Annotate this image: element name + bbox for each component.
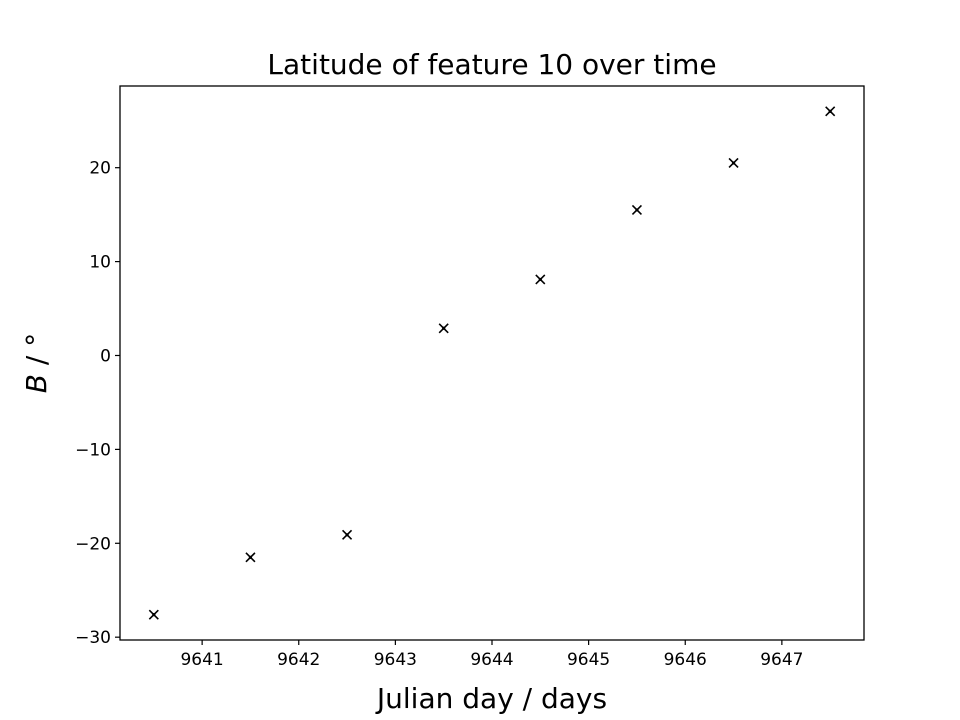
chart-title: Latitude of feature 10 over time [267, 48, 716, 81]
x-tick-label: 9643 [374, 650, 417, 670]
y-tick-label: 0 [100, 346, 111, 366]
y-tick-label: −20 [75, 534, 111, 554]
x-tick-label: 9647 [760, 650, 803, 670]
x-tick-label: 9641 [180, 650, 223, 670]
data-point [245, 552, 256, 563]
data-point [631, 204, 643, 216]
y-tick-label: −30 [75, 628, 111, 648]
data-point [825, 106, 836, 117]
x-axis-label: Julian day / days [375, 682, 607, 715]
x-axis-ticks: 9641 9642 9643 9644 9645 9646 9647 [180, 640, 804, 670]
x-tick-label: 9642 [277, 650, 320, 670]
plot-frame [119, 85, 865, 641]
data-point [438, 323, 449, 334]
data-point [148, 609, 159, 620]
x-tick-label: 9646 [664, 650, 707, 670]
x-tick-label: 9644 [470, 650, 513, 670]
y-tick-label: 10 [89, 253, 111, 273]
y-axis-label-unit: / ° [20, 333, 53, 374]
plot-area [148, 106, 836, 620]
y-tick-label: 20 [89, 159, 111, 179]
y-tick-label: −10 [75, 440, 111, 460]
y-axis-label: B / ° [20, 333, 53, 393]
y-axis-ticks: −30 −20 −10 0 10 20 [75, 159, 120, 648]
y-axis-label-variable: B [20, 374, 53, 393]
data-point [341, 529, 353, 540]
data-point [728, 157, 739, 169]
x-tick-label: 9645 [567, 650, 610, 670]
data-point [535, 274, 546, 285]
